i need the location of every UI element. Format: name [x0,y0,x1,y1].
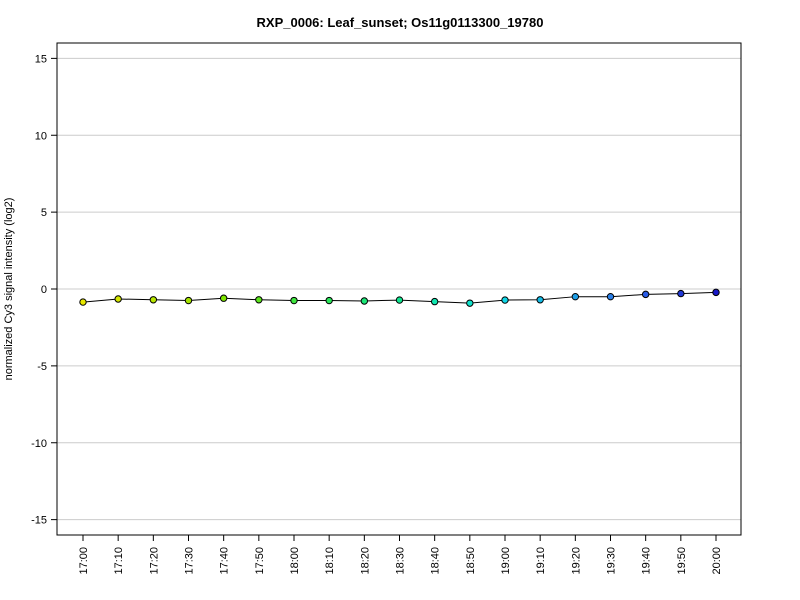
x-tick-label: 17:40 [219,547,231,575]
x-tick-label: 19:00 [500,547,512,575]
x-tick-label: 19:40 [641,547,653,575]
x-tick-label: 19:20 [570,547,582,575]
x-tick-label: 18:20 [359,547,371,575]
data-point [360,297,369,305]
data-point [677,289,685,298]
data-point [606,292,615,301]
data-point [325,296,333,305]
data-point [114,295,122,303]
x-tick-label: 18:00 [289,547,301,575]
x-tick-label: 17:00 [78,547,90,575]
data-point [466,299,474,307]
x-tick-label: 17:20 [148,547,160,575]
data-point [219,294,228,302]
data-point [536,296,544,304]
x-tick-label: 17:30 [184,547,196,575]
data-point [571,292,580,301]
data-point [712,288,720,297]
y-tick-label: 10 [35,130,47,142]
y-axis-label: normalized Cy3 signal intensity (log2) [3,198,15,381]
data-point [255,296,263,304]
x-axis: 17:00 17:10 17:20 17:30 17:40 17:50 18:00 18:10… [78,534,723,575]
y-tick-label: 15 [35,53,47,65]
x-tick-label: 19:10 [535,547,547,575]
data-point [149,296,158,304]
grid-lines [57,57,741,521]
x-tick-label: 18:30 [395,547,407,575]
x-tick-label: 19:50 [676,547,688,575]
y-tick-label: -10 [31,438,47,450]
data-point [290,296,298,305]
x-tick-label: 18:40 [430,547,442,575]
data-point [430,297,439,306]
x-tick-label: 20:00 [711,547,723,575]
data-point [395,296,404,304]
chart-title: RXP_0006: Leaf_sunset; Os11g0113300_1978… [257,15,544,30]
x-tick-label: 17:10 [113,547,125,575]
y-tick-label: 0 [41,284,47,296]
x-tick-label: 19:30 [606,547,618,575]
x-tick-label: 18:10 [324,547,336,575]
data-point [501,296,509,304]
data-point [641,290,650,299]
y-axis: -15 -10 -5 0 5 10 15 [31,53,57,527]
y-tick-label: -5 [37,361,47,373]
data-point [79,298,87,306]
y-tick-label: 5 [41,207,47,219]
x-tick-label: 18:50 [465,547,477,575]
data-point [184,296,193,305]
y-tick-label: -15 [31,515,47,527]
x-tick-label: 17:50 [254,547,266,575]
series-layer [79,288,720,307]
